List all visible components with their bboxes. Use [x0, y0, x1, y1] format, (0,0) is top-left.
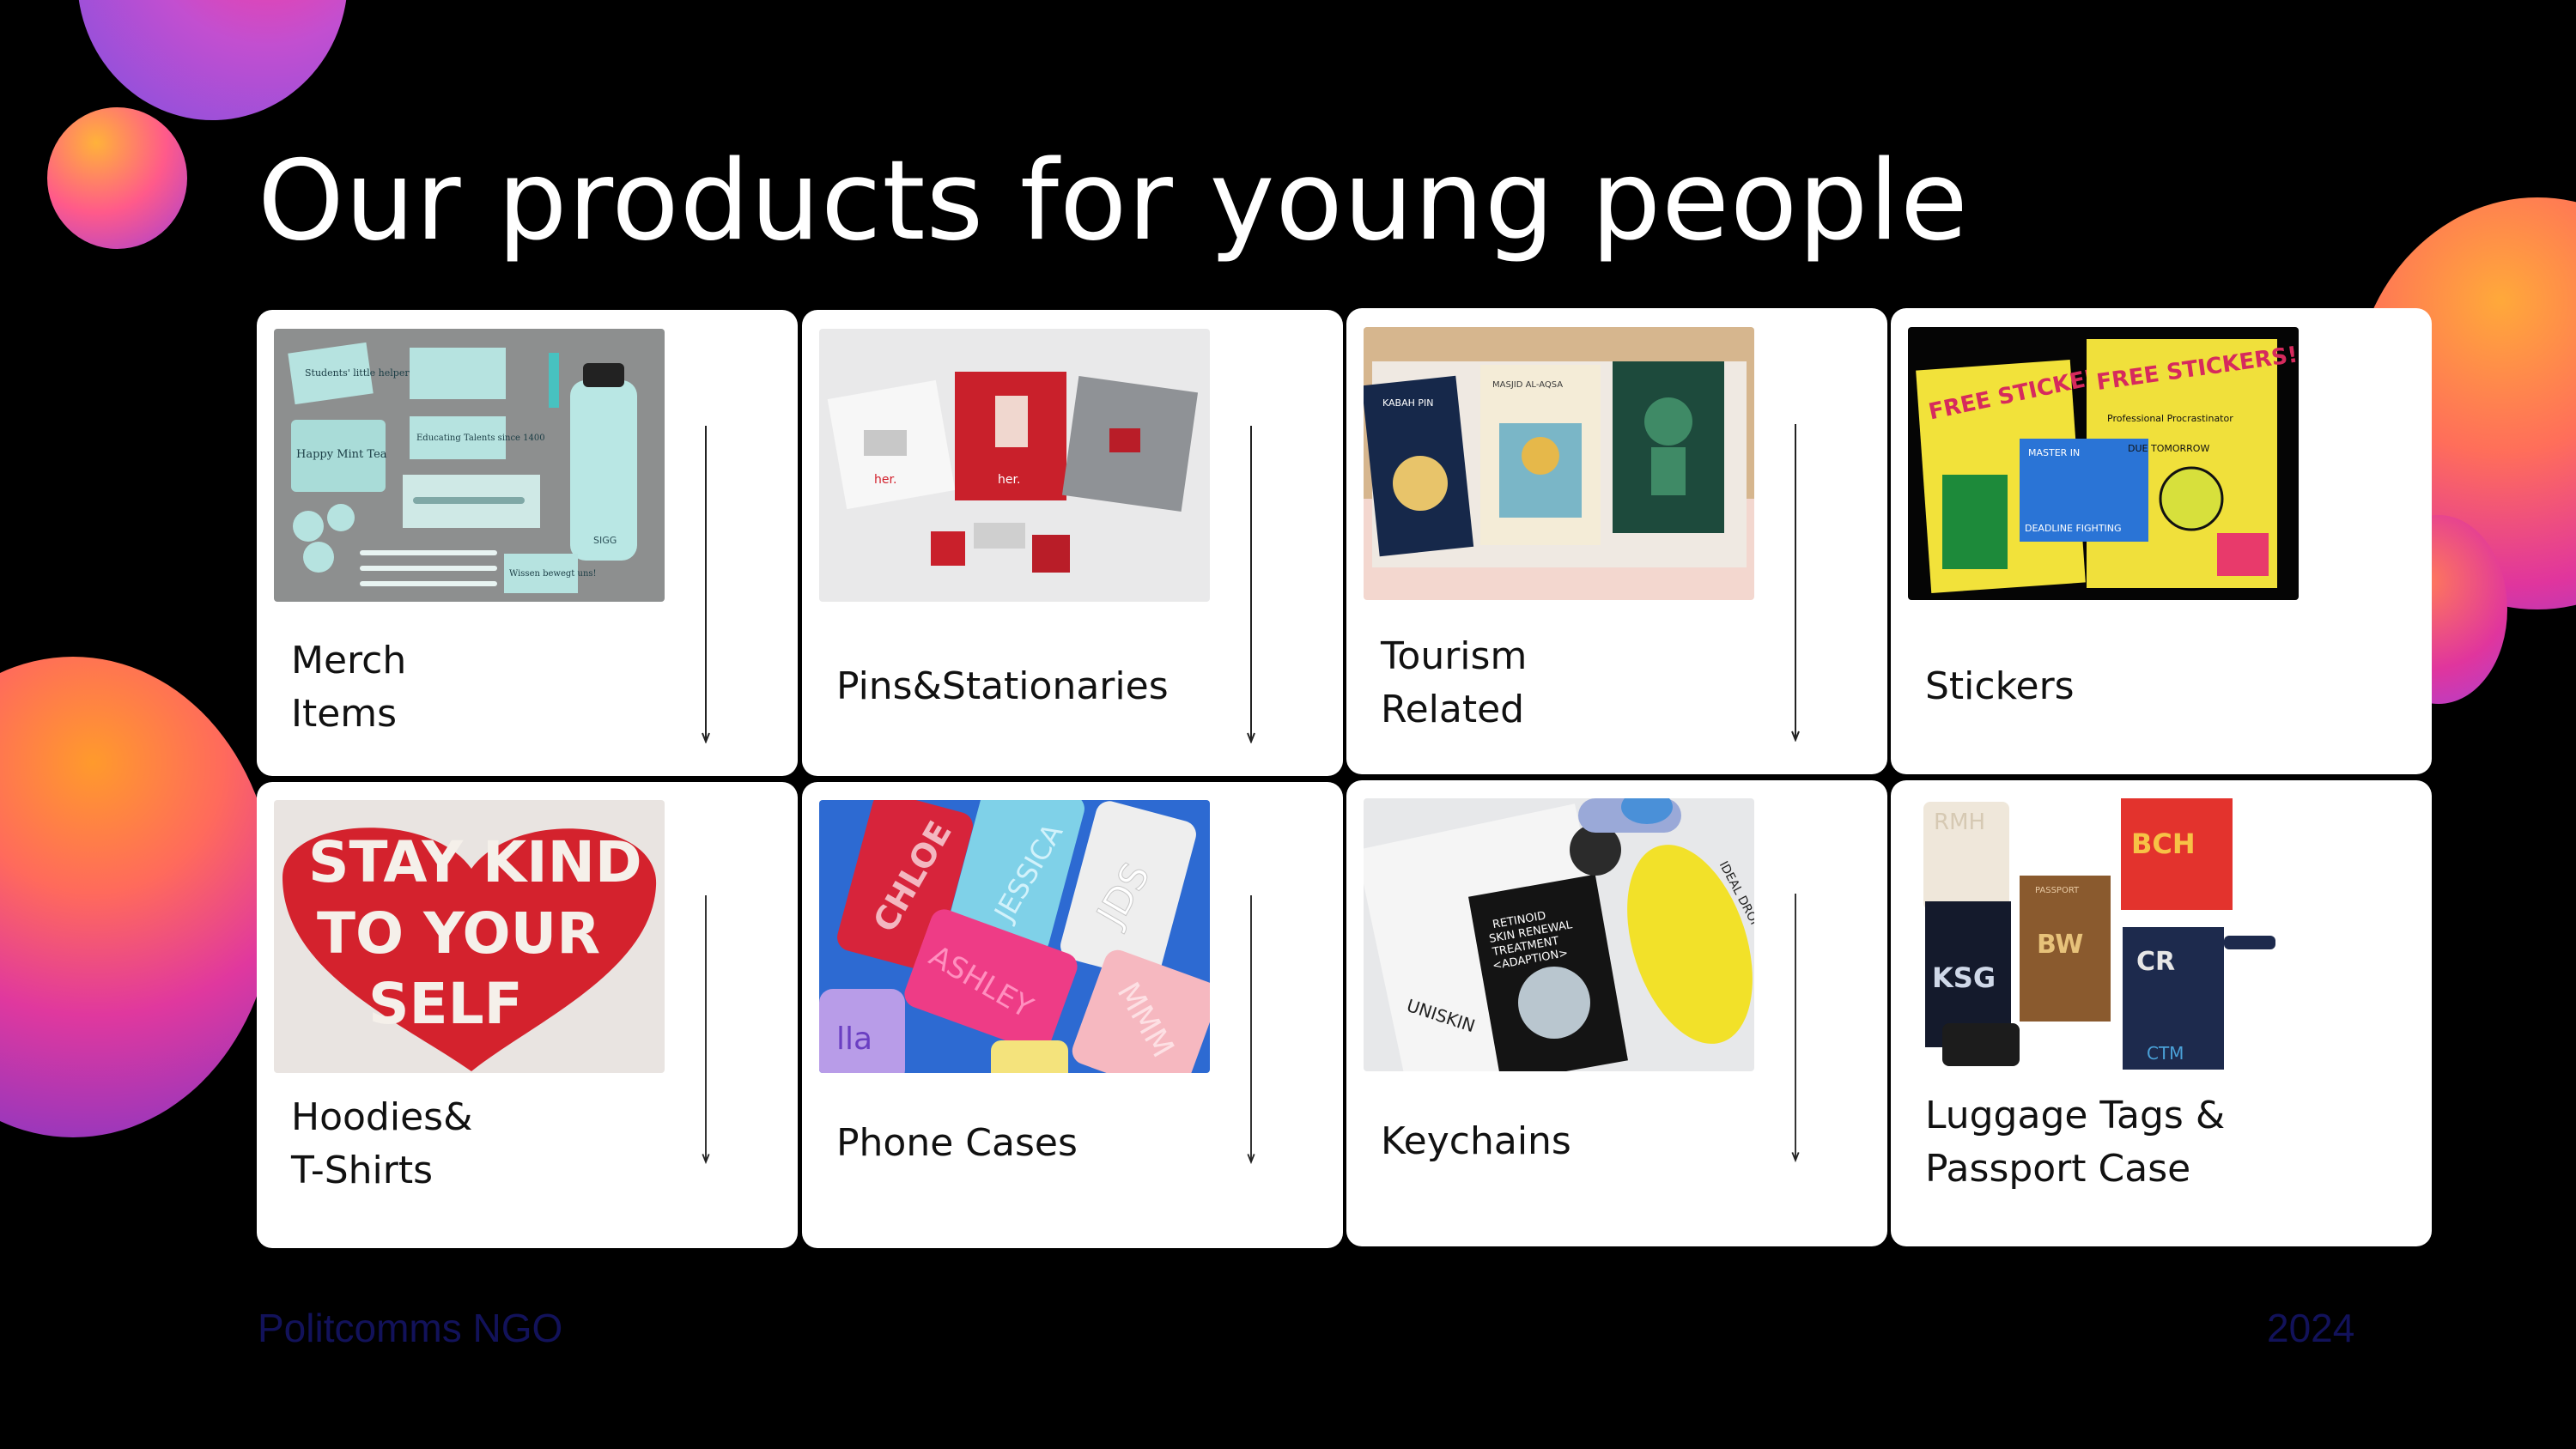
- stickers-text6: DEADLINE FIGHTING: [2025, 523, 2122, 534]
- pins-brand-text: her.: [874, 473, 896, 487]
- merch-bottle-text: SIGG: [593, 535, 617, 546]
- product-label-line1: Stickers: [1925, 664, 2075, 708]
- hoodies-tshirts-photo: STAY KIND TO YOUR SELF: [274, 800, 665, 1073]
- product-label: Phone Cases: [836, 1117, 1078, 1170]
- hoodie-text3: SELF: [368, 971, 523, 1037]
- product-card-keychains[interactable]: UNISKIN RETINOID SKIN RENEWAL TREATMENT …: [1346, 780, 1887, 1246]
- product-card-tourism[interactable]: KABAH PIN MASJID AL-AQSA Tourism Related: [1346, 308, 1887, 774]
- hoodie-text2: TO YOUR: [317, 900, 600, 967]
- keychains-photo: UNISKIN RETINOID SKIN RENEWAL TREATMENT …: [1364, 798, 1754, 1071]
- down-arrow-icon: [1247, 426, 1255, 743]
- down-arrow-icon: [1247, 895, 1255, 1165]
- luggage-tags-photo: RMH KSG PASSPORT BW BCH CR CTM: [1908, 798, 2299, 1071]
- footer-organization: Politcomms NGO: [258, 1306, 563, 1350]
- product-card-phone-cases[interactable]: CHLOE JESSICA JDS ASHLEY MMM lla Phone C…: [802, 782, 1343, 1248]
- product-label-line1: Luggage Tags &: [1925, 1094, 2226, 1137]
- decorative-orb-top: [77, 0, 348, 120]
- lug-text3: KSG: [1932, 961, 1996, 994]
- product-label-line2: Related: [1381, 688, 1525, 731]
- phone-cases-photo: CHLOE JESSICA JDS ASHLEY MMM lla: [819, 800, 1210, 1073]
- lug-text1: RMH: [1934, 809, 1985, 835]
- down-arrow-icon: [702, 895, 710, 1165]
- product-label: Stickers: [1925, 660, 2075, 713]
- merch-box1-text: Students' little helpers: [305, 367, 415, 379]
- product-card-pins[interactable]: her. her. Pins&Stationaries: [802, 310, 1343, 776]
- stickers-text3: Professional Procrastinator: [2107, 413, 2233, 424]
- lug-text5: CR: [2136, 947, 2175, 977]
- stickers-text5: MASTER IN: [2028, 447, 2080, 458]
- lug-text4: BW: [2037, 930, 2083, 960]
- product-card-stickers[interactable]: FREE STICKERS! FREE STICKERS! Profession…: [1891, 308, 2432, 774]
- product-card-merch[interactable]: Students' little helpers Educating Talen…: [257, 310, 798, 776]
- product-label: Merch Items: [291, 634, 406, 741]
- product-label-line2: Items: [291, 692, 398, 736]
- product-label: Tourism Related: [1381, 630, 1527, 737]
- product-label: Luggage Tags & Passport Case: [1925, 1089, 2225, 1196]
- merch-card-text: Wissen bewegt uns!: [509, 569, 597, 579]
- tourism-related-photo: KABAH PIN MASJID AL-AQSA: [1364, 327, 1754, 600]
- product-label: Keychains: [1381, 1115, 1571, 1168]
- product-card-luggage[interactable]: RMH KSG PASSPORT BW BCH CR CTM Luggage T…: [1891, 780, 2432, 1246]
- product-label-line1: Tourism: [1381, 634, 1528, 678]
- case-text6: lla: [836, 1022, 872, 1057]
- footer-year: 2024: [2267, 1306, 2355, 1350]
- merch-items-photo: Students' little helpers Educating Talen…: [274, 329, 665, 602]
- down-arrow-icon: [1791, 424, 1800, 742]
- down-arrow-icon: [702, 426, 710, 743]
- slide-title: Our products for young people: [258, 137, 1969, 265]
- product-label-line1: Pins&Stationaries: [836, 664, 1169, 708]
- product-label: Hoodies& T-Shirts: [291, 1091, 472, 1197]
- product-label-line1: Phone Cases: [836, 1121, 1078, 1165]
- decorative-orb-small: [47, 107, 187, 249]
- merch-box2-text: Educating Talents since 1400: [416, 433, 545, 443]
- product-label-line2: Passport Case: [1925, 1147, 2191, 1191]
- product-card-hoodies[interactable]: STAY KIND TO YOUR SELF Hoodies& T-Shirts: [257, 782, 798, 1248]
- product-label-line1: Merch: [291, 639, 407, 682]
- lug-text6: CTM: [2147, 1043, 2184, 1064]
- product-label: Pins&Stationaries: [836, 660, 1169, 713]
- lug-text7: PASSPORT: [2035, 886, 2080, 895]
- stickers-text4: DUE TOMORROW: [2128, 443, 2209, 454]
- tourism-card2-text: MASJID AL-AQSA: [1492, 380, 1563, 390]
- svg-text:her.: her.: [998, 473, 1020, 487]
- pins-stationaries-photo: her. her.: [819, 329, 1210, 602]
- tourism-card1-text: KABAH PIN: [1382, 397, 1434, 409]
- product-label-line1: Keychains: [1381, 1119, 1571, 1163]
- stickers-photo: FREE STICKERS! FREE STICKERS! Profession…: [1908, 327, 2299, 600]
- down-arrow-icon: [1791, 894, 1800, 1163]
- merch-tin-text: Happy Mint Tea: [296, 448, 387, 461]
- product-label-line2: T-Shirts: [291, 1149, 434, 1192]
- product-label-line1: Hoodies&: [291, 1095, 473, 1139]
- hoodie-text1: STAY KIND: [308, 829, 642, 895]
- decorative-orb-left: [0, 657, 275, 1137]
- lug-text2: BCH: [2131, 828, 2196, 860]
